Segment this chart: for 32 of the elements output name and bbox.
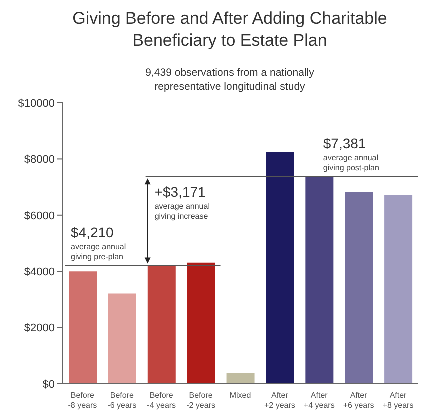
x-tick-label: After +6 years [343,391,374,410]
x-tick-label: Before -4 years [147,391,176,410]
y-tick-label: $2000 [24,322,55,335]
ref-line-label: $7,381 [323,136,366,152]
x-tick-label: After +4 years [304,391,335,410]
x-tick-label: Before -2 years [186,391,216,410]
bar [69,272,97,384]
x-tick-label: Before -8 years [68,391,98,410]
chart-title: Giving Before and After Adding Charitable Beneficiary to Estate Plan [72,8,388,52]
bar [345,192,374,384]
x-tick-label: After +2 years [264,391,296,410]
bar [226,373,255,384]
ref-line-label: $4,210 [71,224,114,241]
x-tick-label: Mixed [230,391,252,400]
annotation: average annual giving increase [154,202,210,222]
bar [187,262,216,384]
annotation: +$3,171 [154,184,206,200]
annotation: average annual giving post-plan [323,154,380,173]
y-tick-label: $0 [42,378,55,391]
chart-subtitle: 9,439 observations from a nationally representative longitudinal study [144,66,316,94]
bar [266,152,294,384]
x-tick-label: After +8 years [382,391,414,410]
y-tick-label: $4000 [24,266,55,279]
y-tick-label: $10000 [18,98,55,110]
annotation: average annual giving pre-plan [71,242,126,262]
x-tick-label: Before -6 years [108,391,137,410]
bar [108,294,136,384]
y-tick-label: $8000 [24,154,55,166]
y-tick-label: $6000 [24,210,55,222]
bar [306,176,334,384]
bar [148,266,176,384]
bar [384,195,413,384]
